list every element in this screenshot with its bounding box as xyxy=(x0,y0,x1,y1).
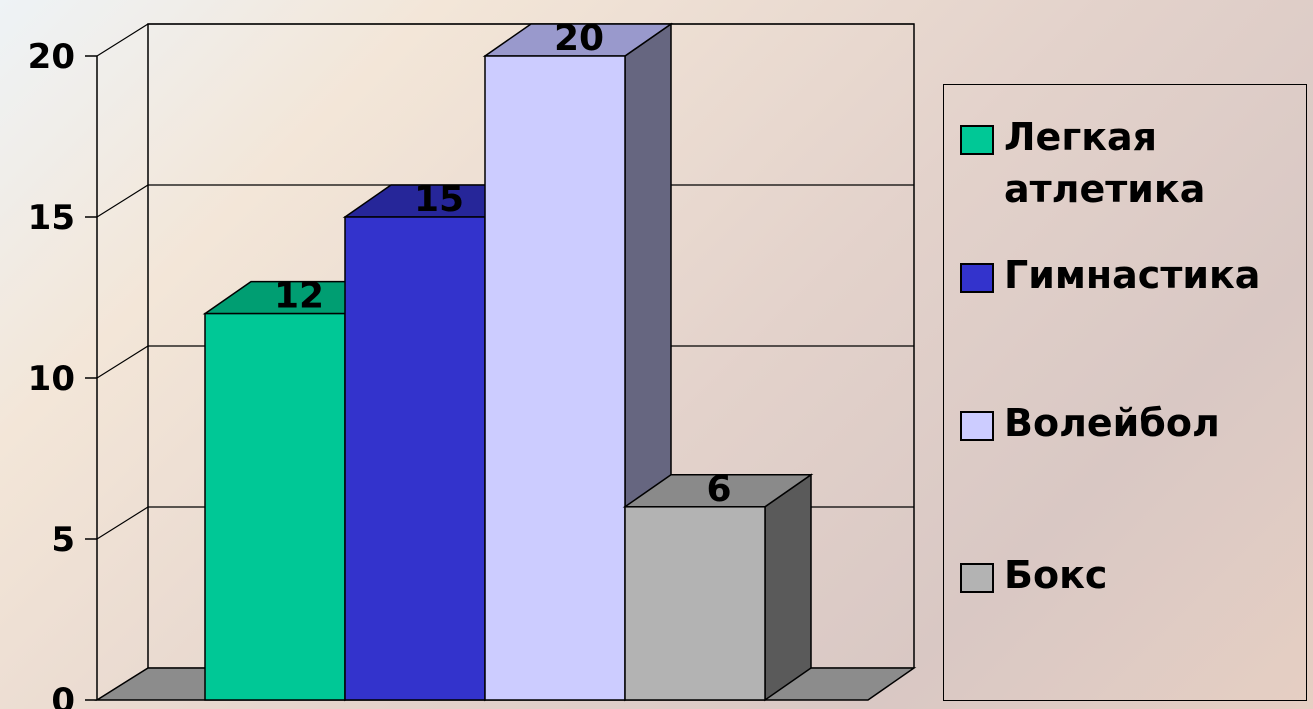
data-label: 12 xyxy=(274,276,324,317)
bar-3 xyxy=(482,22,674,702)
bar-front xyxy=(204,312,346,701)
bar-front xyxy=(624,506,766,701)
bar-side xyxy=(764,473,812,702)
legend-item-2: Гимнастика xyxy=(960,249,1294,301)
bar-front xyxy=(344,216,486,701)
bars xyxy=(202,22,814,702)
data-label: 20 xyxy=(554,18,604,59)
data-label: 6 xyxy=(706,469,731,510)
legend-swatch xyxy=(960,563,994,593)
legend: Легкая атлетика Гимнастика Волейбол Бокс xyxy=(943,84,1307,701)
legend-label: Бокс xyxy=(1004,553,1108,597)
y-axis-ticks: 0 5 10 15 20 xyxy=(28,37,75,709)
legend-item-1: Легкая атлетика xyxy=(960,111,1294,215)
legend-item-3: Волейбол xyxy=(960,397,1294,449)
bar-4 xyxy=(622,473,814,702)
legend-item-4: Бокс xyxy=(960,549,1294,601)
legend-swatch xyxy=(960,263,994,293)
legend-swatch xyxy=(960,411,994,441)
y-tick-label: 5 xyxy=(51,520,75,560)
y-tick-label: 20 xyxy=(28,37,75,77)
y-tick-label: 10 xyxy=(28,359,75,399)
legend-swatch xyxy=(960,125,994,155)
legend-label: Гимнастика xyxy=(1004,253,1261,297)
legend-label: Волейбол xyxy=(1004,401,1220,445)
data-labels: 12 15 20 6 xyxy=(274,18,732,510)
bar-front xyxy=(484,55,626,701)
y-tick-label: 15 xyxy=(28,198,75,238)
data-label: 15 xyxy=(414,179,464,220)
legend-label: Легкая атлетика xyxy=(1004,115,1206,211)
y-tick-label: 0 xyxy=(51,681,75,709)
